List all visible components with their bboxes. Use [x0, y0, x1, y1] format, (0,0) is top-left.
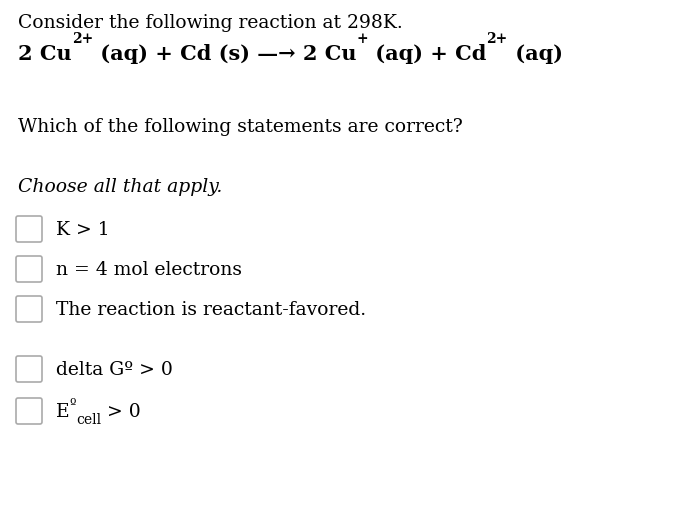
Text: +: + — [356, 32, 368, 46]
Text: delta Gº > 0: delta Gº > 0 — [56, 361, 173, 379]
Text: º: º — [70, 397, 76, 411]
FancyBboxPatch shape — [16, 216, 42, 242]
Text: 2+: 2+ — [487, 32, 507, 46]
Text: 2+: 2+ — [72, 32, 93, 46]
FancyBboxPatch shape — [16, 398, 42, 424]
Text: (aq): (aq) — [507, 44, 562, 64]
Text: n = 4 mol electrons: n = 4 mol electrons — [56, 261, 242, 279]
Text: Choose all that apply.: Choose all that apply. — [18, 178, 223, 196]
Text: 2 Cu: 2 Cu — [18, 44, 72, 64]
Text: > 0: > 0 — [101, 403, 141, 421]
FancyBboxPatch shape — [16, 296, 42, 322]
Text: (aq) + Cd (s) —→ 2 Cu: (aq) + Cd (s) —→ 2 Cu — [93, 44, 356, 64]
Text: Which of the following statements are correct?: Which of the following statements are co… — [18, 118, 463, 136]
FancyBboxPatch shape — [16, 256, 42, 282]
Text: Consider the following reaction at 298K.: Consider the following reaction at 298K. — [18, 14, 403, 32]
Text: E: E — [56, 403, 70, 421]
Text: The reaction is reactant-favored.: The reaction is reactant-favored. — [56, 301, 366, 319]
Text: cell: cell — [76, 413, 101, 427]
Text: (aq) + Cd: (aq) + Cd — [368, 44, 487, 64]
Text: K > 1: K > 1 — [56, 221, 110, 239]
FancyBboxPatch shape — [16, 356, 42, 382]
